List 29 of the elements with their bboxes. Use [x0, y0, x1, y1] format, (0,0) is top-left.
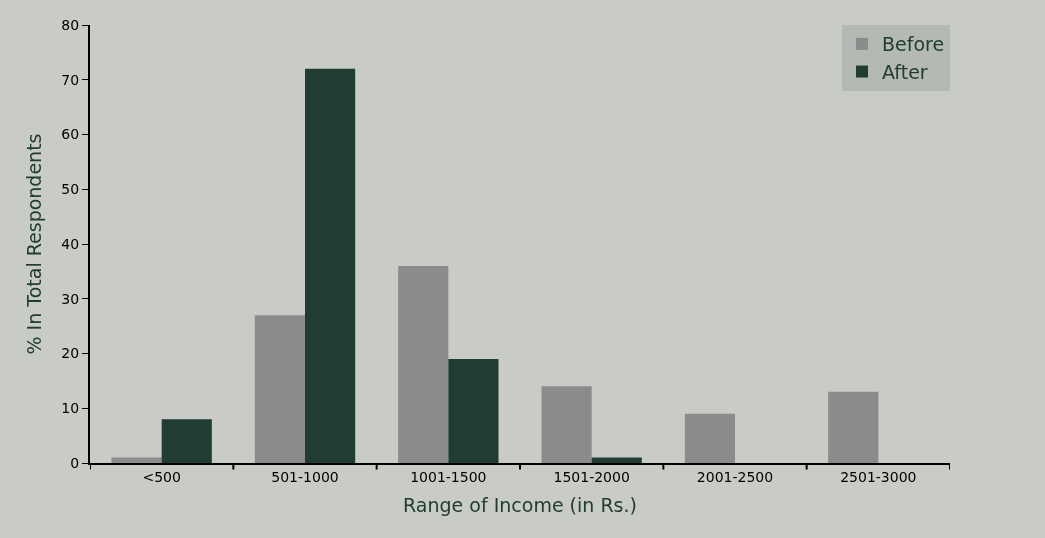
y-tick-label: 50	[61, 181, 80, 198]
bar	[448, 358, 499, 463]
x-tick-label: 1001-1500	[410, 468, 487, 485]
bar	[541, 386, 592, 463]
y-axis-title: % In Total Respondents	[22, 133, 45, 355]
bar	[684, 413, 735, 463]
x-tick-label: 2501-3000	[840, 468, 917, 485]
bar	[305, 68, 356, 463]
y-tick-label: 60	[61, 126, 80, 143]
y-tick-label: 40	[61, 235, 80, 252]
legend-label: After	[882, 60, 928, 83]
y-tick-label: 0	[70, 454, 80, 471]
y-tick-label: 20	[61, 345, 80, 362]
y-tick-label: 10	[61, 400, 80, 417]
y-tick-label: 30	[61, 290, 80, 307]
x-axis-title: Range of Income (in Rs.)	[403, 494, 637, 517]
bar	[254, 315, 305, 463]
x-tick-label: 2001-2500	[696, 468, 774, 485]
bar	[828, 391, 879, 463]
x-tick-label: 501-1000	[271, 468, 339, 485]
bar	[591, 457, 642, 463]
legend-label: Before	[882, 33, 945, 56]
bar	[161, 419, 212, 463]
y-tick-label: 80	[61, 16, 80, 33]
x-tick-label: <500	[142, 468, 181, 485]
bar	[398, 265, 449, 463]
x-tick-label: 1501-2000	[553, 468, 630, 485]
bar	[111, 457, 162, 463]
y-tick-label: 70	[61, 71, 80, 88]
